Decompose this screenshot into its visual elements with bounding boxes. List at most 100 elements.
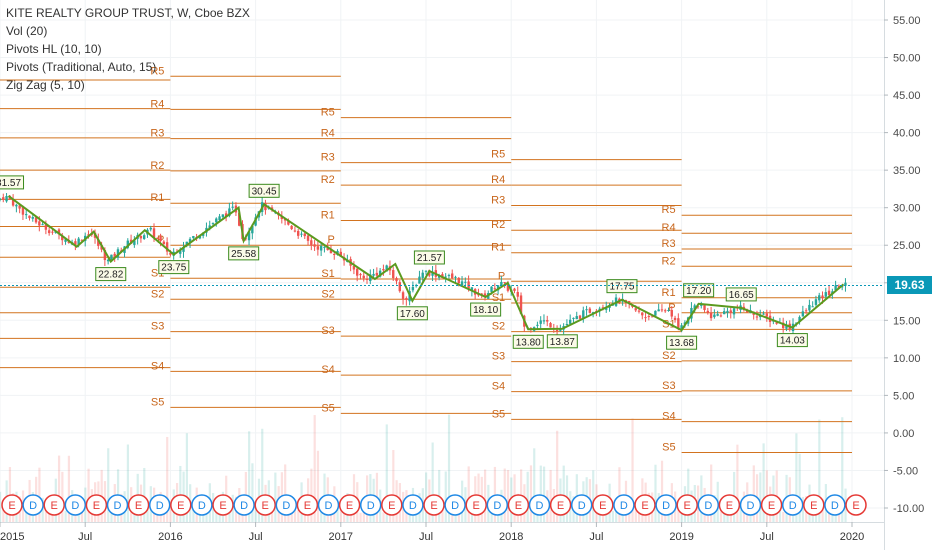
time-axis[interactable]: 2015 Jul 2016 Jul 2017 Jul 2018 Jul 2019 Jul 2020	[0, 522, 884, 543]
dividend-marker[interactable]: D	[655, 494, 677, 516]
marker-circle	[64, 494, 87, 516]
earnings-marker[interactable]: E	[549, 494, 572, 516]
marker-circle	[43, 494, 65, 516]
zigzag-label-box	[470, 302, 502, 317]
marker-letter: E	[473, 500, 480, 512]
candle-body	[464, 281, 467, 283]
dividend-marker[interactable]: D	[444, 494, 466, 516]
earnings-marker[interactable]: E	[760, 494, 783, 516]
zigzag-label[interactable]: Zig Zag (5, 10)	[6, 78, 85, 92]
zigzag-label-text: 17.20	[686, 286, 711, 297]
candle-body	[480, 293, 483, 295]
pivots-hl-label[interactable]: Pivots HL (10, 10)	[6, 42, 102, 56]
candle-body	[582, 310, 585, 319]
earnings-marker[interactable]: E	[676, 494, 698, 516]
earnings-marker[interactable]: E	[43, 494, 65, 516]
dividend-marker[interactable]: D	[570, 494, 593, 516]
volume-bar	[562, 465, 565, 522]
candle-body	[80, 240, 84, 242]
dividend-marker[interactable]: D	[233, 494, 255, 516]
zigzag-label-text: 18.10	[473, 305, 498, 316]
marker-circle	[781, 494, 804, 516]
symbol-title[interactable]: KITE REALTY GROUP TRUST, W, Cboe BZX	[6, 6, 250, 20]
marker-circle	[127, 494, 150, 516]
candle-body	[519, 295, 523, 314]
candle-body	[326, 246, 329, 251]
pivots-traditional-label[interactable]: Pivots (Traditional, Auto, 15)	[6, 60, 157, 74]
candle-body	[51, 231, 54, 233]
dividend-marker[interactable]: D	[402, 494, 424, 516]
dividend-marker[interactable]: D	[486, 494, 509, 516]
pivot-label-s2: S2	[151, 288, 164, 300]
dividend-marker[interactable]: D	[781, 494, 804, 516]
candle-body	[647, 316, 651, 318]
earnings-marker[interactable]: E	[423, 494, 445, 516]
volume-indicator-label[interactable]: Vol (20)	[6, 24, 48, 38]
volume-bar	[592, 470, 595, 522]
candle-body	[490, 286, 493, 292]
earnings-marker[interactable]: E	[381, 494, 403, 516]
earnings-marker[interactable]: E	[85, 494, 108, 516]
dividend-marker[interactable]: D	[317, 494, 340, 516]
candle-body	[11, 199, 15, 206]
dividend-marker[interactable]: D	[739, 494, 762, 516]
earnings-marker[interactable]: E	[338, 494, 361, 516]
volume-bar	[762, 443, 765, 522]
earnings-marker[interactable]: E	[507, 494, 530, 516]
dividend-marker[interactable]: D	[528, 494, 551, 516]
volume-bar	[782, 511, 785, 522]
last-price-badge: 19.63	[887, 276, 932, 294]
earnings-marker[interactable]: E	[296, 494, 319, 516]
earnings-marker[interactable]: E	[634, 494, 656, 516]
marker-letter: E	[219, 500, 226, 512]
price-axis[interactable]: 55.0050.0045.0040.0035.0030.0025.0020.00…	[884, 0, 924, 550]
earnings-marker[interactable]: E	[127, 494, 150, 516]
volume-bar	[726, 511, 729, 522]
pivot-label-r1: R1	[662, 287, 676, 299]
candle-body	[785, 324, 788, 329]
marker-circle	[85, 494, 108, 516]
zigzag-label-box	[606, 279, 638, 294]
dividend-marker[interactable]: D	[613, 494, 635, 516]
earnings-marker[interactable]: E	[170, 494, 192, 516]
volume-bar	[126, 444, 129, 522]
earnings-marker[interactable]: E	[718, 494, 741, 516]
earnings-marker[interactable]: E	[592, 494, 614, 516]
marker-letter: E	[177, 500, 184, 512]
volume-bar	[503, 468, 506, 522]
dividend-marker[interactable]: D	[22, 494, 44, 516]
earnings-marker[interactable]: E	[254, 494, 276, 516]
earnings-marker[interactable]: E	[212, 494, 234, 516]
dividend-marker[interactable]: D	[275, 494, 298, 516]
candle-body	[329, 248, 333, 254]
candle-body	[726, 310, 729, 313]
marker-letter: D	[240, 500, 248, 512]
dividend-marker[interactable]: D	[148, 494, 171, 516]
volume-bar	[0, 491, 2, 522]
dividend-marker[interactable]: D	[64, 494, 87, 516]
earnings-marker[interactable]: E	[465, 494, 487, 516]
volume-bar	[444, 471, 447, 522]
dividend-marker[interactable]: D	[697, 494, 720, 516]
zigzag-label-box	[776, 333, 808, 348]
marker-circle	[148, 494, 171, 516]
dividend-marker[interactable]: D	[191, 494, 213, 516]
pivot-label-s3: S3	[321, 325, 334, 337]
marker-letter: E	[810, 500, 817, 512]
dividend-marker[interactable]: D	[359, 494, 382, 516]
pivot-label-s5: S5	[151, 396, 164, 408]
candle-body	[664, 310, 667, 312]
volume-bar	[261, 428, 264, 522]
dividend-marker[interactable]: D	[106, 494, 129, 516]
earnings-marker[interactable]: E	[845, 494, 867, 516]
zigzag-pivot-label: 13.80	[512, 334, 544, 349]
price-axis-label: -10.00	[893, 503, 924, 515]
earnings-marker[interactable]: E	[1, 494, 23, 516]
volume-bar	[621, 512, 624, 522]
pivot-label-r1: R1	[321, 209, 335, 221]
earnings-marker[interactable]: E	[803, 494, 825, 516]
candle-body	[113, 253, 116, 257]
dividend-marker[interactable]: D	[824, 494, 846, 516]
